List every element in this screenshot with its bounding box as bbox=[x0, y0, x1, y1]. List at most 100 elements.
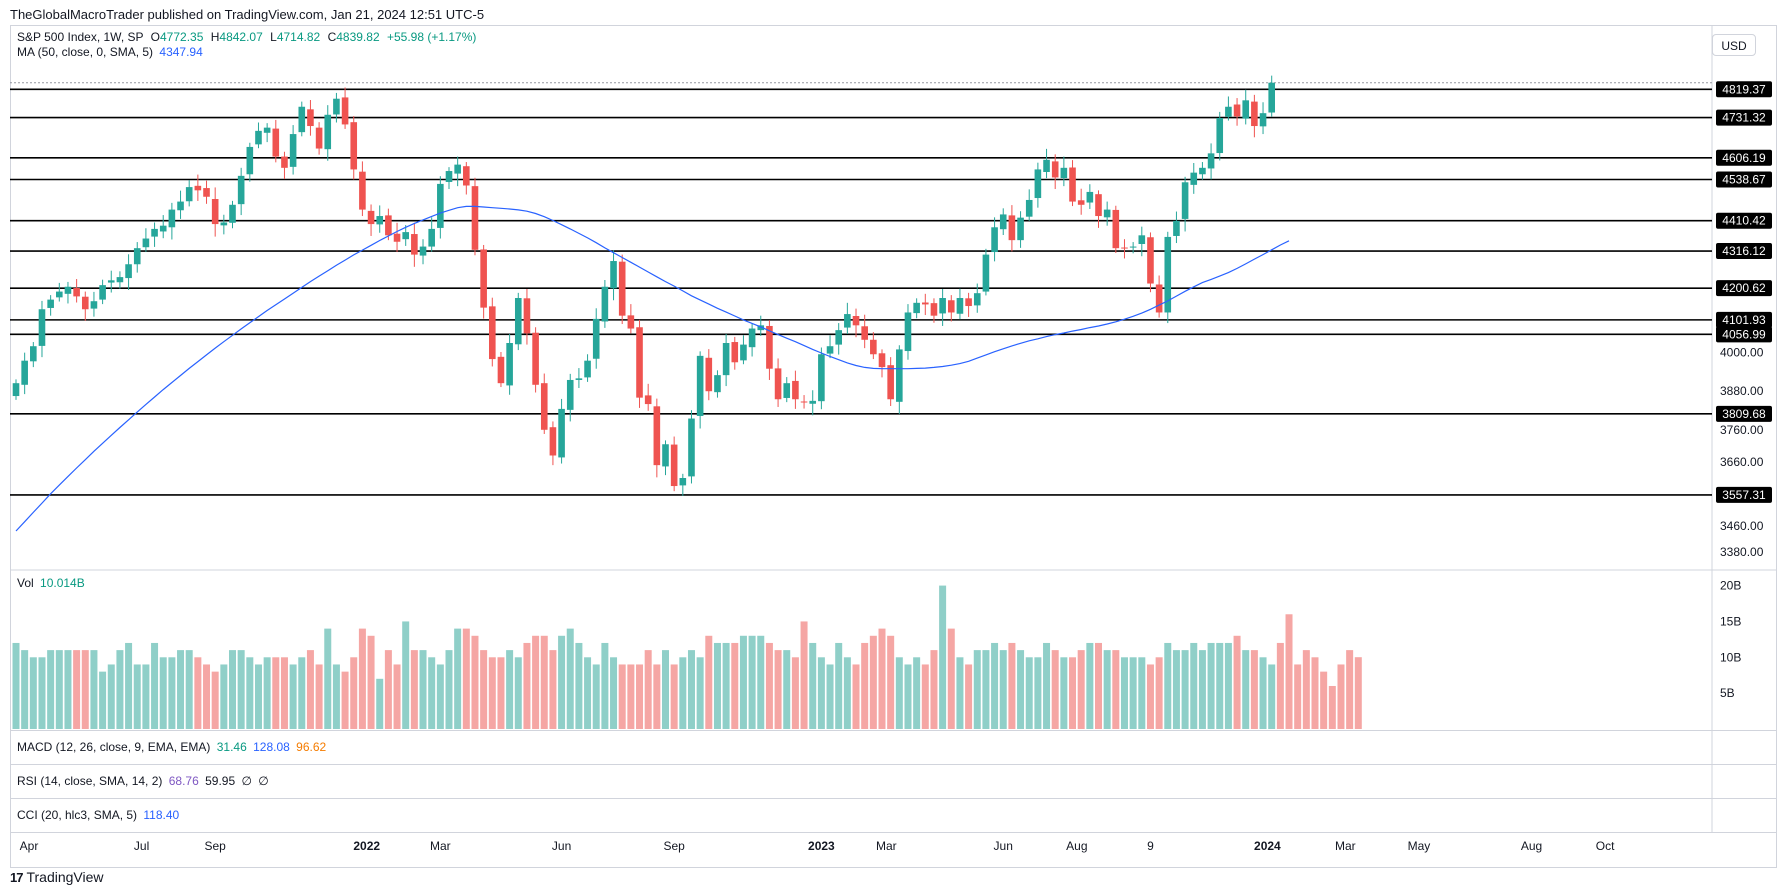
candle bbox=[437, 176, 444, 239]
candle bbox=[766, 320, 773, 380]
volume-bar bbox=[670, 664, 678, 729]
candle-body bbox=[1025, 199, 1033, 217]
symbol-name[interactable]: S&P 500 Index, 1W, SP bbox=[17, 30, 144, 44]
candle bbox=[835, 323, 842, 355]
candle bbox=[757, 315, 765, 336]
volume-bar bbox=[506, 650, 514, 729]
candle bbox=[1242, 89, 1250, 125]
candle bbox=[722, 334, 730, 387]
candle-body bbox=[575, 378, 583, 380]
volume-bar bbox=[731, 642, 739, 729]
publisher-caption: TheGlobalMacroTrader published on Tradin… bbox=[10, 7, 485, 22]
candle-body bbox=[818, 354, 825, 402]
candle bbox=[315, 122, 323, 155]
volume-bar bbox=[1095, 642, 1102, 729]
pane-separator-cci[interactable] bbox=[10, 798, 1777, 799]
candle-body bbox=[263, 127, 271, 133]
pane-separator-rsi[interactable] bbox=[10, 764, 1777, 765]
candle bbox=[1043, 148, 1050, 179]
candle-body bbox=[627, 315, 635, 329]
macd-legend[interactable]: MACD (12, 26, close, 9, EMA, EMA) 31.46 … bbox=[17, 740, 326, 754]
volume-bar bbox=[1190, 642, 1198, 729]
candle bbox=[281, 151, 288, 180]
candle bbox=[644, 383, 652, 411]
open-value: 4772.35 bbox=[160, 30, 204, 44]
candle bbox=[792, 370, 799, 409]
volume-bar bbox=[1268, 664, 1276, 729]
candle bbox=[454, 156, 461, 187]
candle-body bbox=[437, 183, 444, 228]
candle bbox=[116, 271, 124, 289]
candle bbox=[904, 304, 912, 360]
candle bbox=[1112, 205, 1120, 253]
candle-body bbox=[255, 130, 262, 145]
volume-bar bbox=[1017, 650, 1025, 729]
candle bbox=[64, 281, 72, 304]
volume-legend[interactable]: Vol 10.014B bbox=[17, 576, 85, 590]
level-label-text: 4606.19 bbox=[1722, 151, 1766, 165]
candle bbox=[38, 300, 46, 358]
candle-body bbox=[246, 146, 254, 175]
candle bbox=[185, 180, 193, 207]
candle bbox=[627, 304, 635, 334]
candle bbox=[1077, 188, 1085, 215]
candle-body bbox=[1173, 220, 1180, 236]
candle-body bbox=[341, 97, 349, 125]
candle-body bbox=[315, 127, 323, 149]
symbol-legend: S&P 500 Index, 1W, SP O4772.35 H4842.07 … bbox=[17, 30, 476, 44]
candle-body bbox=[722, 343, 730, 376]
candle bbox=[870, 332, 877, 360]
pane-separator-macd[interactable] bbox=[10, 730, 1777, 731]
candle bbox=[47, 295, 54, 316]
volume-bar bbox=[289, 664, 297, 729]
level-label: 4606.19 bbox=[1716, 149, 1772, 166]
volume-bar bbox=[99, 671, 107, 729]
volume-bar bbox=[445, 650, 453, 729]
candle bbox=[30, 342, 37, 368]
volume-bar bbox=[774, 650, 782, 729]
volume-bar bbox=[1328, 685, 1336, 729]
rsi-legend[interactable]: RSI (14, close, SMA, 14, 2) 68.76 59.95 … bbox=[17, 774, 269, 788]
candle-body bbox=[385, 215, 392, 236]
level-label-bg bbox=[1716, 212, 1772, 229]
candle-body bbox=[376, 216, 384, 225]
volume-bar bbox=[64, 650, 72, 729]
candle bbox=[12, 379, 20, 400]
price-axis-tick: 4000.00 bbox=[1720, 346, 1764, 360]
price-axis-tick: 3880.00 bbox=[1720, 384, 1764, 398]
volume-bar bbox=[393, 664, 401, 729]
ma-legend[interactable]: MA (50, close, 0, SMA, 5) 4347.94 bbox=[17, 45, 203, 59]
cci-legend[interactable]: CCI (20, hlc3, SMA, 5) 118.40 bbox=[17, 808, 179, 822]
candle bbox=[151, 222, 158, 247]
candle-body bbox=[922, 302, 929, 305]
candle-body bbox=[688, 418, 695, 477]
candle bbox=[558, 398, 565, 464]
level-label-bg bbox=[1716, 405, 1772, 422]
level-label: 4410.42 bbox=[1716, 212, 1772, 229]
cci-label: CCI (20, hlc3, SMA, 5) bbox=[17, 808, 138, 822]
volume-bar bbox=[1077, 650, 1085, 729]
candle bbox=[1251, 94, 1258, 138]
time-axis-label: Aug bbox=[1521, 839, 1542, 853]
volume-bar bbox=[748, 635, 756, 729]
volume-bar bbox=[488, 657, 496, 729]
candle-body bbox=[514, 298, 522, 345]
candle-body bbox=[428, 228, 435, 247]
chart-frame[interactable] bbox=[10, 25, 1777, 868]
candle-body bbox=[662, 444, 669, 467]
currency-button[interactable]: USD bbox=[1712, 34, 1756, 56]
candle-body bbox=[194, 185, 202, 191]
level-label-text: 3809.68 bbox=[1722, 407, 1766, 421]
time-axis-label: 2024 bbox=[1254, 839, 1281, 853]
volume-bar bbox=[956, 657, 964, 729]
candle-body bbox=[1095, 194, 1102, 217]
volume-bar bbox=[1294, 664, 1302, 729]
candle bbox=[211, 187, 219, 237]
tradingview-logo[interactable]: 17 TradingView bbox=[10, 869, 104, 885]
candle-body bbox=[679, 478, 687, 486]
level-label: 4056.99 bbox=[1716, 326, 1772, 343]
volume-bar bbox=[376, 678, 384, 729]
candle bbox=[523, 289, 531, 345]
candle bbox=[393, 222, 401, 253]
